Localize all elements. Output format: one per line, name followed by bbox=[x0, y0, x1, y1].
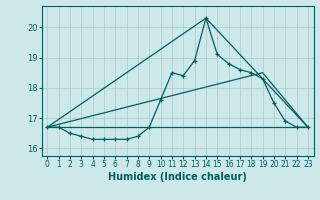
X-axis label: Humidex (Indice chaleur): Humidex (Indice chaleur) bbox=[108, 172, 247, 182]
